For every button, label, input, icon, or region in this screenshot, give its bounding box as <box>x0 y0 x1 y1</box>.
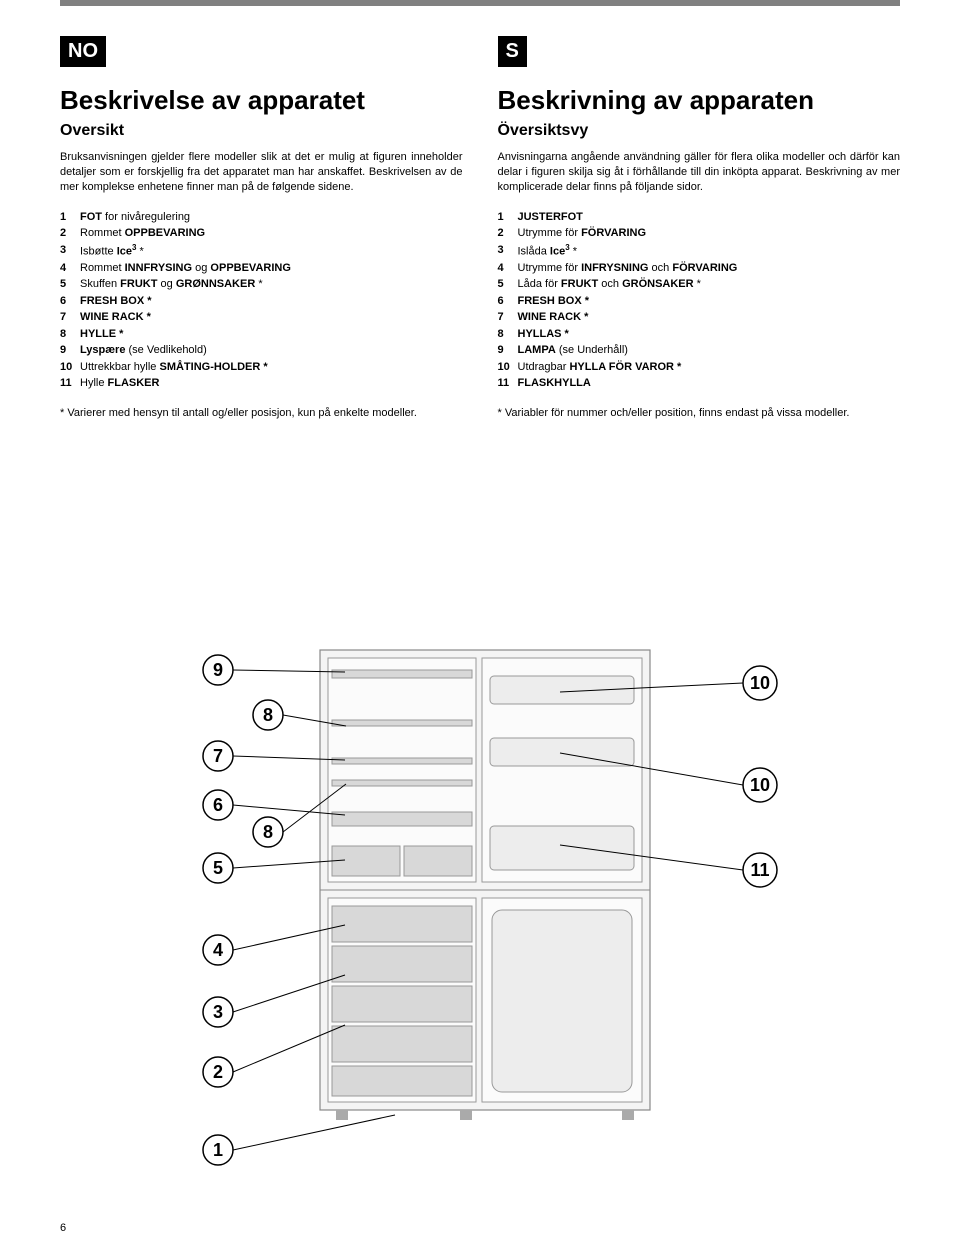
svg-text:1: 1 <box>213 1140 223 1160</box>
diagram-callout: 1 <box>203 1115 395 1165</box>
subtitle-right: Översiktsvy <box>498 122 901 140</box>
intro-right: Anvisningarna angående användning gäller… <box>498 150 901 195</box>
parts-list-item: FOT for nivåregulering <box>60 209 463 226</box>
svg-text:8: 8 <box>263 705 273 725</box>
parts-list-item: FRESH BOX * <box>60 293 463 310</box>
left-column: NO Beskrivelse av apparatet Oversikt Bru… <box>60 36 463 421</box>
page-content: NO Beskrivelse av apparatet Oversikt Bru… <box>0 36 960 421</box>
svg-text:4: 4 <box>213 940 223 960</box>
parts-list-item: Uttrekkbar hylle SMÅTING-HOLDER * <box>60 359 463 376</box>
parts-list-item: Islåda Ice3 * <box>498 242 901 260</box>
top-rule <box>60 0 900 6</box>
footnote-right: * Variabler för nummer och/eller positio… <box>498 406 901 421</box>
parts-list-item: HYLLAS * <box>498 326 901 343</box>
parts-list-item: Hylle FLASKER <box>60 375 463 392</box>
parts-list-right: JUSTERFOTUtrymme för FÖRVARINGIslåda Ice… <box>498 209 901 392</box>
page-number: 6 <box>60 1222 66 1234</box>
parts-list-item: Skuffen FRUKT og GRØNNSAKER * <box>60 276 463 293</box>
parts-list-item: Utrymme för FÖRVARING <box>498 225 901 242</box>
parts-list-item: Isbøtte Ice3 * <box>60 242 463 260</box>
parts-list-item: WINE RACK * <box>60 309 463 326</box>
parts-list-item: Lyspære (se Vedlikehold) <box>60 342 463 359</box>
right-column: S Beskrivning av apparaten Översiktsvy A… <box>498 36 901 421</box>
parts-list-item: LAMPA (se Underhåll) <box>498 342 901 359</box>
lang-badge-no: NO <box>60 36 106 67</box>
svg-text:10: 10 <box>750 673 770 693</box>
parts-list-item: FRESH BOX * <box>498 293 901 310</box>
svg-text:5: 5 <box>213 858 223 878</box>
svg-text:6: 6 <box>213 795 223 815</box>
parts-list-item: FLASKHYLLA <box>498 375 901 392</box>
lang-badge-s: S <box>498 36 527 67</box>
svg-text:11: 11 <box>750 860 769 880</box>
svg-text:9: 9 <box>213 660 223 680</box>
svg-text:2: 2 <box>213 1062 223 1082</box>
parts-list-item: Rommet OPPBEVARING <box>60 225 463 242</box>
title-right: Beskrivning av apparaten <box>498 85 901 116</box>
svg-text:8: 8 <box>263 822 273 842</box>
parts-list-item: Låda för FRUKT och GRÖNSAKER * <box>498 276 901 293</box>
parts-list-item: Utrymme för INFRYSNING och FÖRVARING <box>498 260 901 277</box>
parts-list-item: JUSTERFOT <box>498 209 901 226</box>
footnote-left: * Varierer med hensyn til antall og/elle… <box>60 406 463 421</box>
parts-list-item: HYLLE * <box>60 326 463 343</box>
appliance-diagram: 9 8 7 6 8 5 4 3 2 1 10 10 11 <box>0 620 960 1200</box>
subtitle-left: Oversikt <box>60 122 463 140</box>
svg-text:10: 10 <box>750 775 770 795</box>
svg-text:3: 3 <box>213 1002 223 1022</box>
parts-list-left: FOT for nivåreguleringRommet OPPBEVARING… <box>60 209 463 392</box>
columns: NO Beskrivelse av apparatet Oversikt Bru… <box>60 36 900 421</box>
title-left: Beskrivelse av apparatet <box>60 85 463 116</box>
parts-list-item: Utdragbar HYLLA FÖR VAROR * <box>498 359 901 376</box>
intro-left: Bruksanvisningen gjelder flere modeller … <box>60 150 463 195</box>
parts-list-item: WINE RACK * <box>498 309 901 326</box>
svg-text:7: 7 <box>213 746 223 766</box>
parts-list-item: Rommet INNFRYSING og OPPBEVARING <box>60 260 463 277</box>
